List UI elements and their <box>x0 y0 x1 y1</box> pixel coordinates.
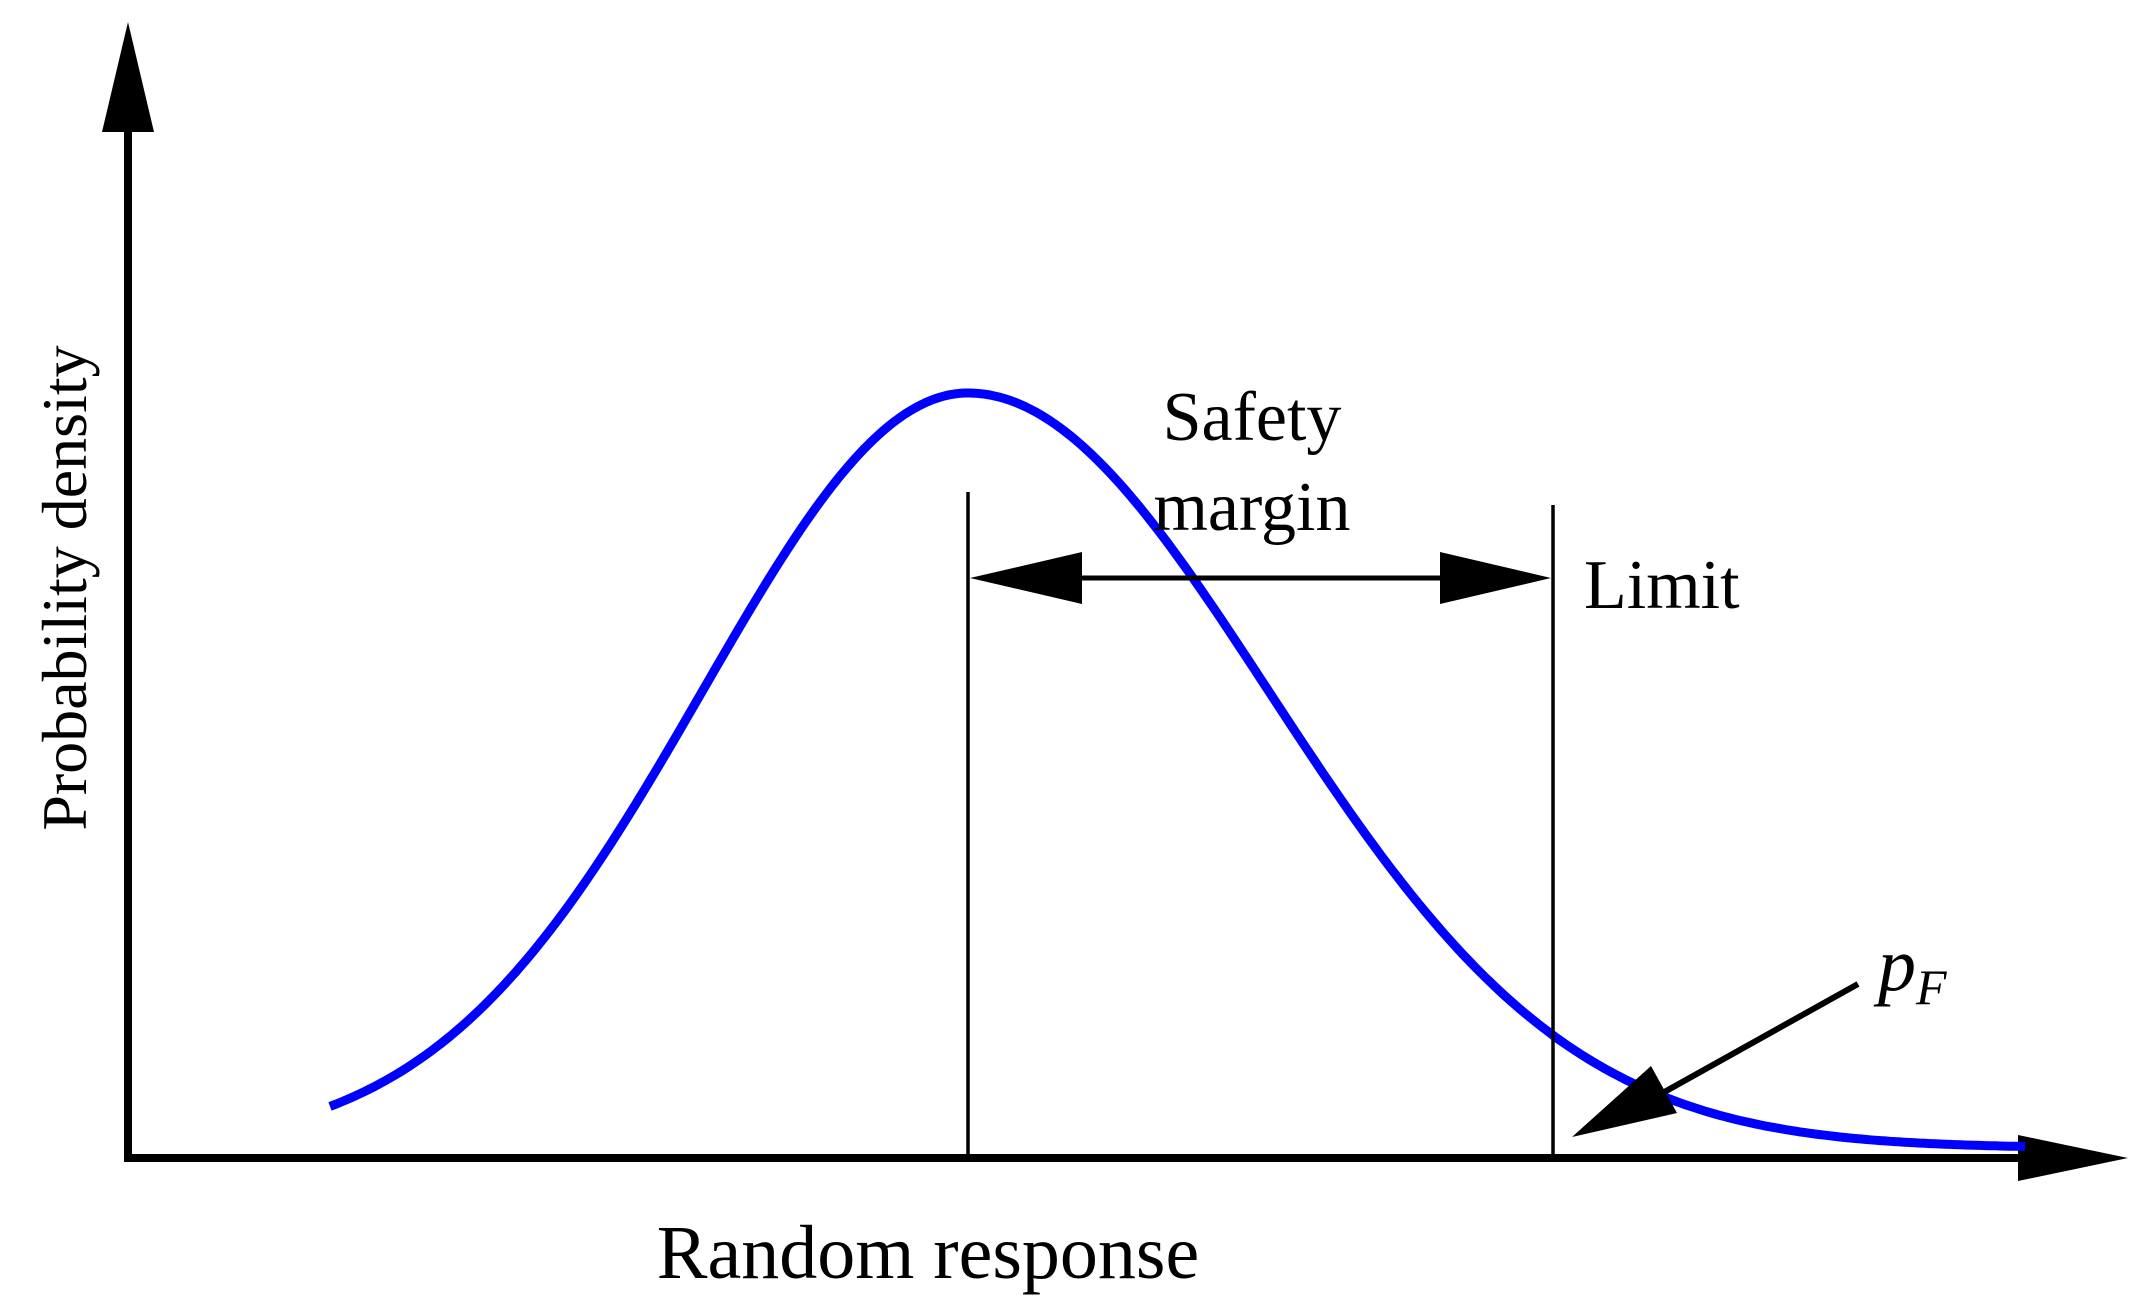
limit-label: Limit <box>1584 547 1740 624</box>
x-axis-arrowhead <box>2018 1135 2128 1181</box>
failure-probability-arrow-shaft <box>1648 981 1860 1103</box>
safety-margin-label-line2: margin <box>1153 469 1350 546</box>
failure-probability-label: pF <box>1873 923 1947 1015</box>
safety-margin-label-line1: Safety <box>1163 379 1342 456</box>
failure-probability-arrowhead <box>1572 1066 1677 1137</box>
safety-margin-arrowhead-left <box>970 552 1082 604</box>
failure-probability-subscript: F <box>1915 959 1947 1015</box>
safety-margin-arrowhead-right <box>1440 552 1551 604</box>
y-axis-label: Probability density <box>29 345 100 830</box>
x-axis-label: Random response <box>657 1211 1199 1295</box>
failure-probability-symbol: p <box>1873 923 1916 1007</box>
probability-density-curve <box>328 388 2026 1151</box>
y-axis-arrowhead <box>102 22 154 132</box>
